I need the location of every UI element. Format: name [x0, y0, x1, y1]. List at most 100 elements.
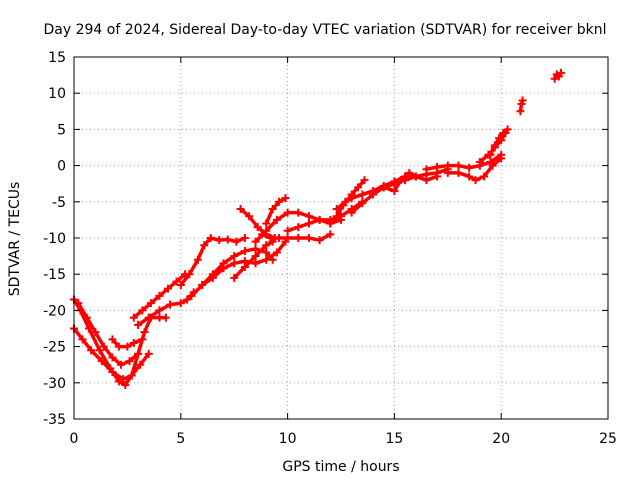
grid	[74, 57, 608, 419]
series-track-13	[257, 230, 335, 245]
data-point	[215, 236, 224, 245]
data-point	[208, 273, 217, 282]
data-point	[443, 161, 452, 170]
data-point	[138, 306, 147, 315]
series-track-21	[443, 154, 506, 185]
series-track-3	[74, 299, 143, 369]
data-point	[266, 234, 275, 242]
data-point	[465, 163, 474, 172]
data-point	[240, 247, 249, 256]
data-point	[495, 134, 504, 143]
data-point	[332, 205, 341, 214]
data-point	[480, 172, 489, 181]
data-point	[354, 183, 363, 192]
data-point	[347, 194, 356, 203]
data-point	[275, 234, 284, 242]
data-point	[240, 234, 249, 242]
data-point	[272, 215, 281, 224]
data-point	[422, 176, 431, 185]
data-point	[114, 377, 123, 386]
data-point	[232, 237, 241, 246]
data-point	[379, 183, 388, 192]
data-point	[557, 68, 566, 77]
data-point	[503, 125, 512, 134]
series-track-24	[516, 96, 527, 116]
x-tick-label: 10	[279, 431, 297, 447]
data-point	[114, 342, 123, 351]
data-point	[108, 367, 117, 376]
data-point	[87, 346, 96, 355]
data-point	[443, 168, 452, 177]
data-point	[294, 208, 303, 217]
data-point	[490, 141, 499, 150]
data-point	[294, 223, 303, 232]
data-point	[326, 219, 335, 228]
data-point	[422, 165, 431, 174]
data-point	[198, 281, 207, 290]
data-point	[475, 157, 484, 166]
data-point	[97, 357, 106, 366]
data-point	[129, 313, 138, 322]
data-point	[236, 205, 245, 214]
data-point	[294, 234, 303, 242]
data-point	[358, 190, 367, 199]
data-point	[262, 255, 271, 264]
data-point	[360, 176, 369, 185]
x-axis-label: GPS time / hours	[282, 459, 399, 475]
data-point	[129, 338, 138, 347]
series-track-19	[379, 168, 442, 195]
data-point	[405, 168, 414, 177]
data-point	[166, 300, 175, 309]
data-point	[144, 349, 153, 358]
data-point	[454, 168, 463, 177]
x-tick-label: 0	[70, 431, 79, 447]
data-point	[497, 154, 506, 163]
data-point	[240, 262, 249, 271]
data-point	[262, 226, 271, 235]
data-point	[176, 299, 185, 308]
data-point	[272, 248, 281, 257]
series-track-7	[176, 234, 249, 290]
data-point	[125, 357, 134, 366]
data-point	[123, 342, 132, 351]
y-tick-label: 10	[48, 86, 66, 102]
data-point	[516, 107, 525, 116]
data-point	[550, 74, 559, 83]
data-point	[78, 335, 87, 344]
data-point	[155, 306, 164, 315]
data-point	[262, 219, 271, 228]
series-track-25	[550, 68, 566, 83]
data-point	[315, 236, 324, 245]
data-point	[486, 150, 495, 159]
x-tick-label: 20	[492, 431, 510, 447]
data-point	[185, 270, 194, 279]
data-point	[262, 241, 271, 250]
data-point	[200, 241, 209, 250]
y-tick-label: 15	[48, 50, 66, 66]
series-track	[76, 301, 140, 367]
series-track-14	[262, 194, 290, 228]
series-track-20	[422, 150, 506, 174]
y-tick-label: 0	[57, 159, 66, 175]
data-point	[187, 291, 196, 300]
data-point	[304, 212, 313, 221]
data-point	[454, 161, 463, 170]
data-point	[315, 215, 324, 224]
data-point	[230, 252, 239, 261]
data-point	[245, 212, 254, 221]
y-tick-label: 5	[57, 122, 66, 138]
data-point	[183, 295, 192, 304]
data-point	[281, 194, 290, 203]
data-point	[82, 313, 91, 322]
data-point	[163, 284, 172, 293]
data-point	[119, 375, 128, 384]
data-point	[488, 161, 497, 170]
data-point	[206, 234, 215, 242]
data-point	[433, 172, 442, 181]
data-point	[161, 313, 170, 322]
data-point	[108, 353, 117, 362]
data-point	[341, 197, 350, 206]
data-point	[304, 219, 313, 228]
y-axis-ticks: -35 -30 -25 -20 -15 -10 -5 0 5 10 15	[43, 50, 608, 428]
data-point	[95, 346, 104, 355]
